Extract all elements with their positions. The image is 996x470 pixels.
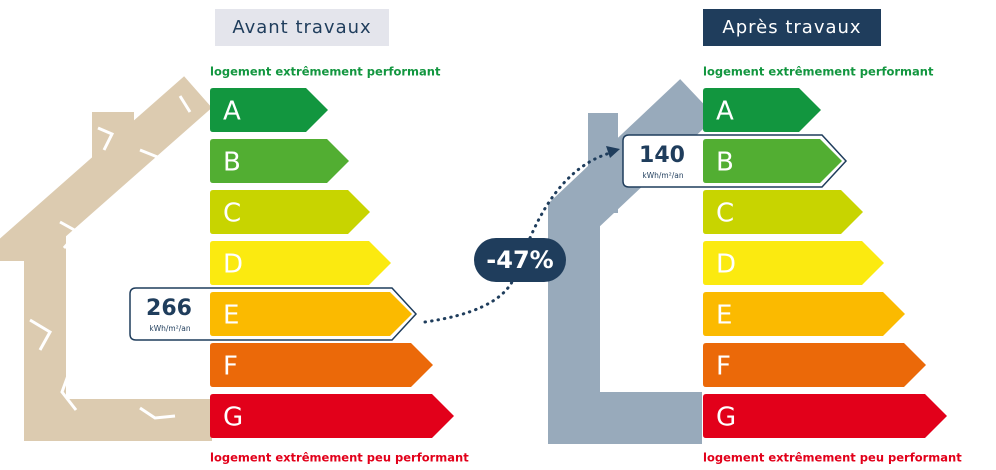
- class-bar: [210, 343, 433, 387]
- top-label: logement extrêmement performant: [703, 65, 934, 79]
- consumption-value: 140: [639, 143, 685, 168]
- consumption-unit: kWh/m²/an: [642, 171, 683, 180]
- dpe-comparison: Avant travaux logement extrêmement perfor…: [0, 0, 996, 466]
- class-bar: [210, 394, 454, 438]
- panel-title: Après travaux: [722, 17, 861, 38]
- reduction-label: -47%: [486, 246, 553, 274]
- class-bar: [210, 292, 412, 336]
- class-bar: [703, 394, 947, 438]
- class-letter: F: [223, 352, 238, 382]
- class-letter: G: [716, 403, 736, 433]
- consumption-unit: kWh/m²/an: [149, 324, 190, 333]
- panel-title: Avant travaux: [232, 17, 371, 38]
- class-letter: A: [716, 97, 734, 127]
- class-letter: D: [223, 250, 243, 280]
- class-letter: B: [223, 148, 241, 178]
- bottom-label: logement extrêmement peu performant: [703, 451, 962, 465]
- class-letter: F: [716, 352, 731, 382]
- consumption-value: 266: [146, 296, 192, 321]
- class-bar: [703, 292, 905, 336]
- class-letter: C: [223, 199, 241, 229]
- top-label: logement extrêmement performant: [210, 65, 441, 79]
- class-letter: G: [223, 403, 243, 433]
- class-letter: C: [716, 199, 734, 229]
- class-bar: [703, 343, 926, 387]
- class-letter: E: [716, 301, 732, 331]
- house-before: [12, 92, 212, 420]
- class-letter: D: [716, 250, 736, 280]
- class-letter: B: [716, 148, 734, 178]
- class-letter: A: [223, 97, 241, 127]
- class-letter: E: [223, 301, 239, 331]
- bottom-label: logement extrêmement peu performant: [210, 451, 469, 465]
